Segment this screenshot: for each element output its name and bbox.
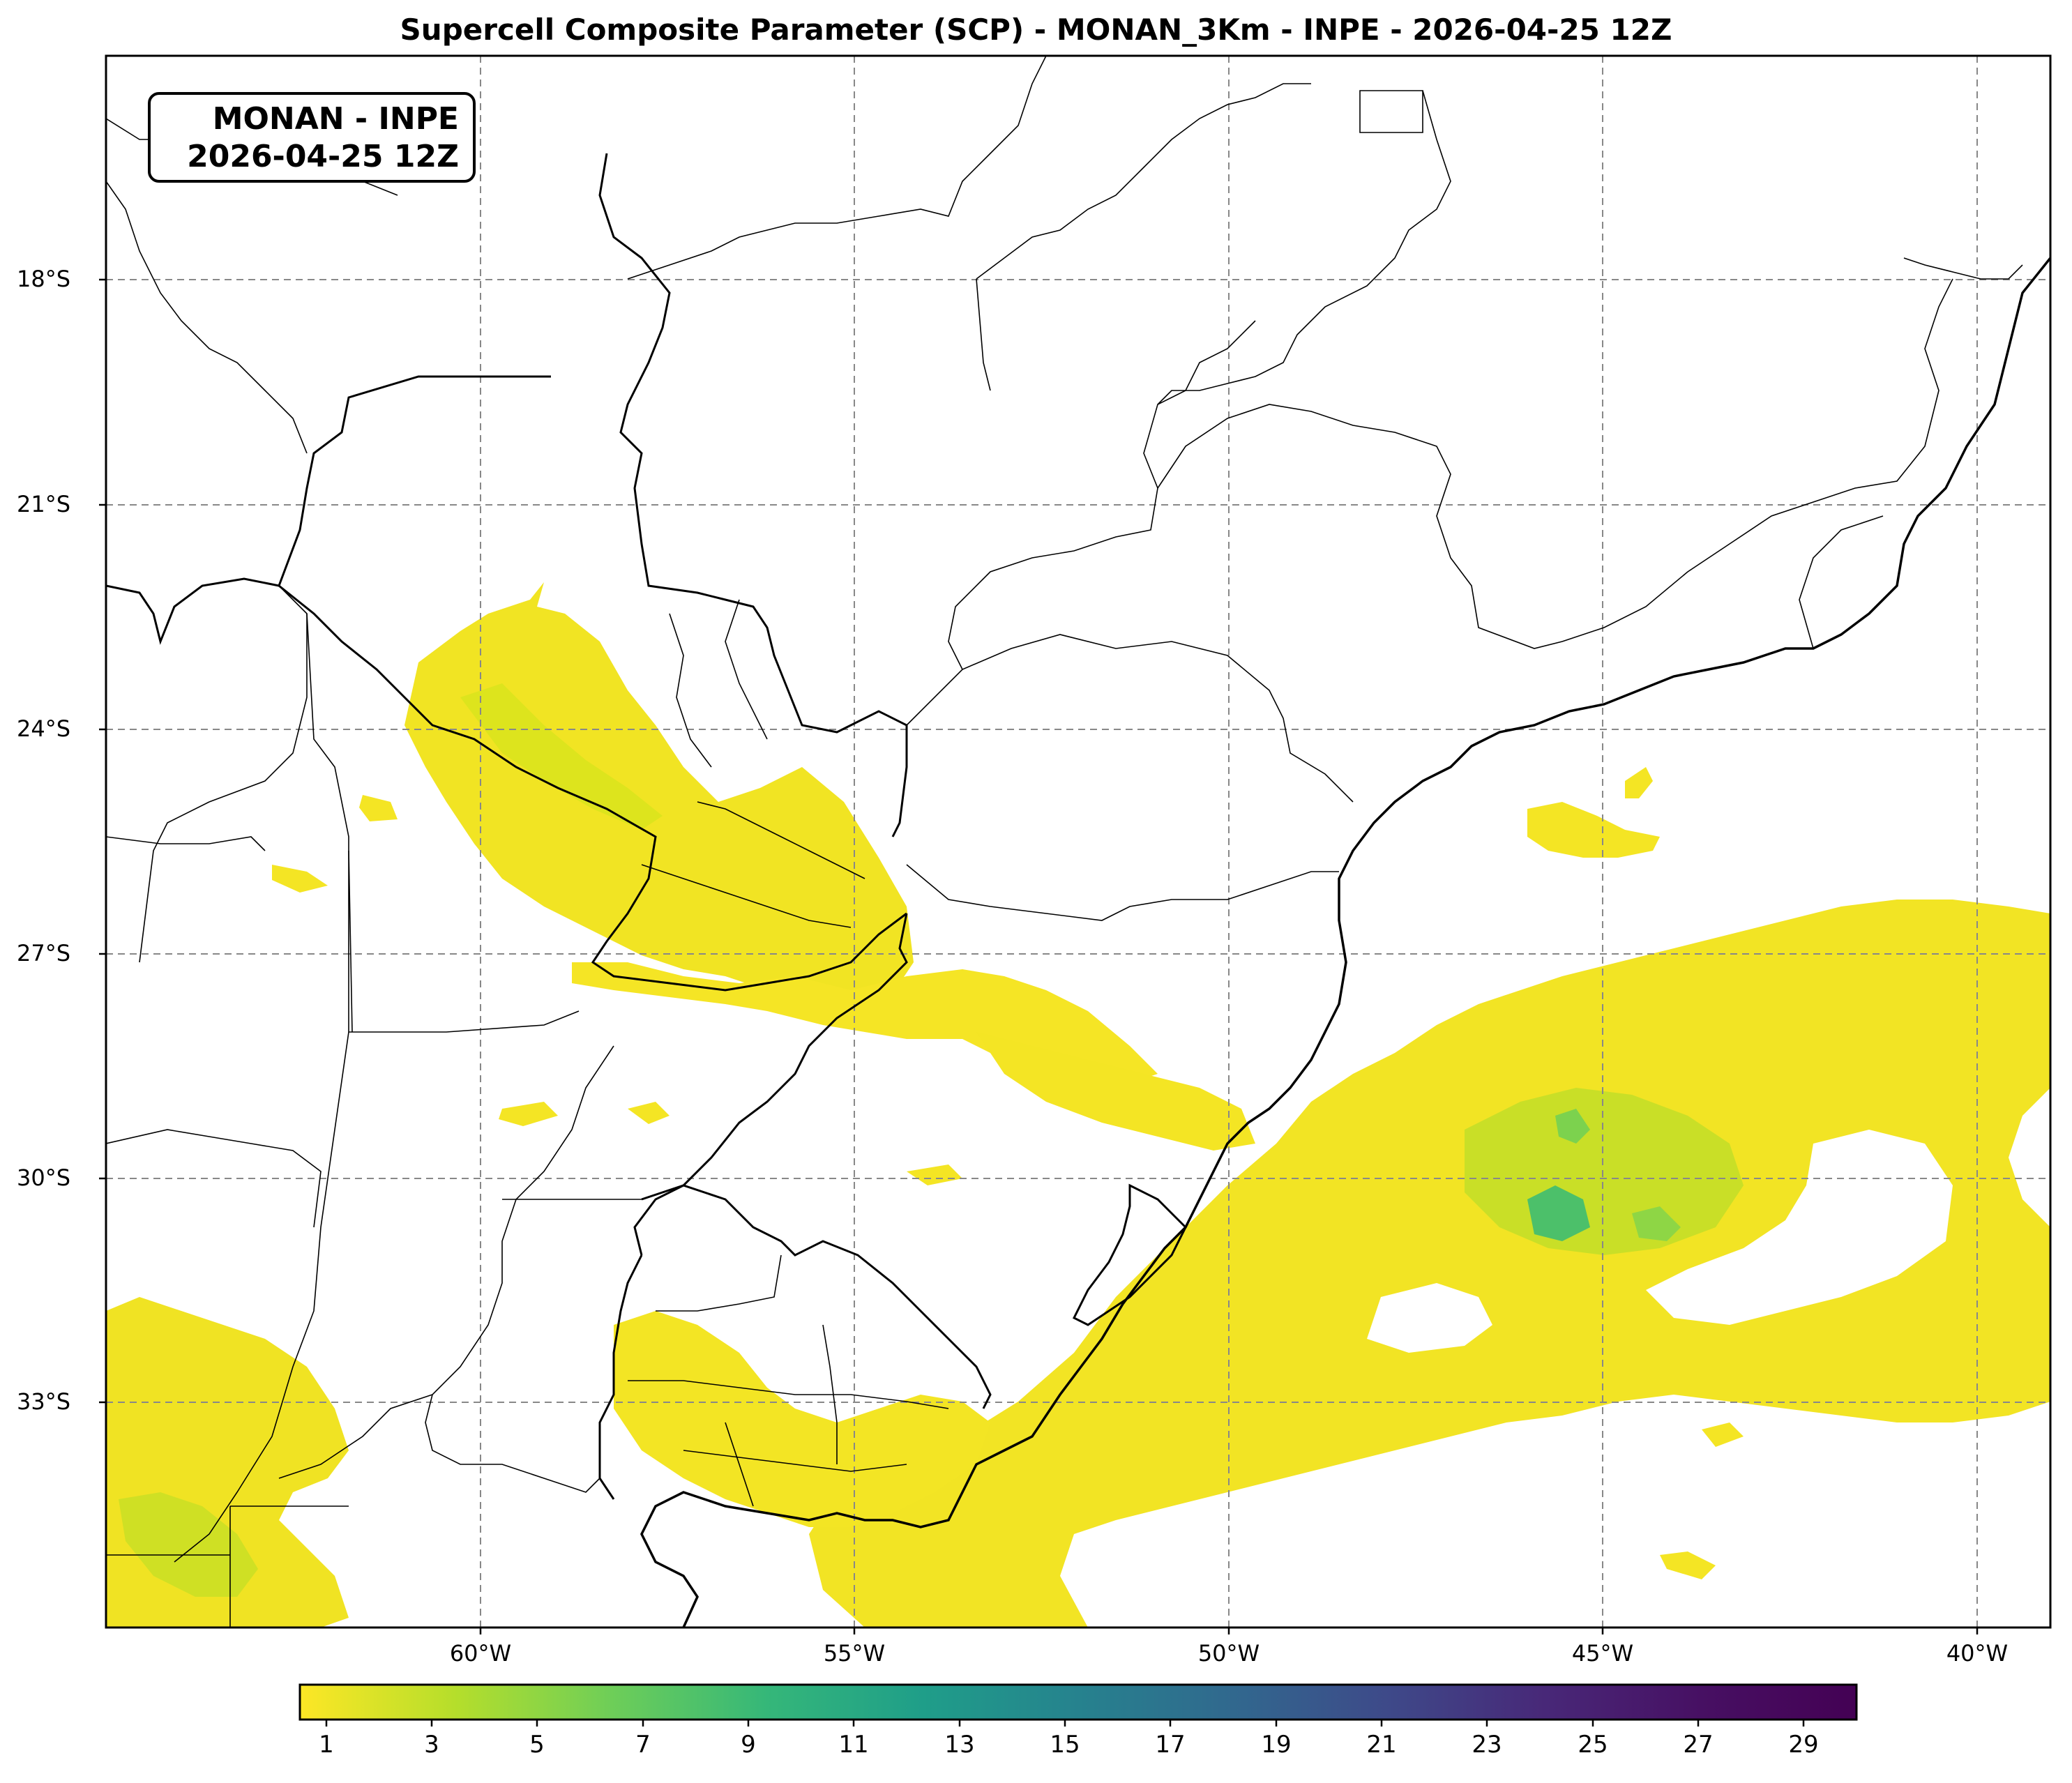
state-border-18 — [106, 1129, 322, 1228]
state-border-22 — [425, 1045, 614, 1493]
state-border-6 — [1561, 278, 1953, 642]
state-border-15 — [106, 836, 266, 851]
scp-region-uruguay — [614, 1311, 990, 1527]
scp-patch-7 — [907, 1164, 962, 1185]
state-border-14 — [174, 613, 349, 1563]
scp-region-rs-north — [976, 1032, 1255, 1151]
colorbar — [298, 1683, 1858, 1721]
scp-patch-6 — [1660, 1551, 1716, 1579]
state-border-7 — [976, 83, 1311, 280]
colorbar-tick-label: 3 — [424, 1731, 439, 1759]
coastline — [640, 257, 2050, 1628]
state-border-25 — [697, 801, 865, 879]
state-border-23 — [278, 1394, 433, 1479]
state-border-34 — [106, 181, 308, 454]
lagoa-dos-patos — [1072, 1183, 1187, 1326]
state-border-9 — [976, 278, 991, 391]
state-border-28 — [641, 864, 852, 928]
state-border-31 — [725, 1422, 754, 1507]
scp-patch-3 — [499, 1102, 558, 1126]
colorbar-tick-label: 29 — [1788, 1731, 1819, 1759]
state-border-3 — [948, 320, 1256, 670]
scp-patch-2 — [359, 795, 398, 821]
lat-tick-label: 24°S — [17, 715, 71, 742]
state-border-27 — [725, 599, 768, 740]
lon-tick-label: 60°W — [449, 1640, 512, 1667]
state-border-1 — [906, 634, 1354, 803]
scp-region-ocean-peak — [1527, 1185, 1590, 1241]
scp-patch-1 — [272, 865, 328, 893]
state-border-29 — [656, 1254, 782, 1312]
scp-region-sc-offshore2 — [1625, 767, 1653, 798]
scp-region-ocean-gap2 — [1367, 1283, 1492, 1353]
info-box: MONAN - INPE 2026-04-25 12Z — [148, 92, 476, 183]
scp-patch-4 — [628, 1102, 670, 1124]
lon-tick-label: 45°W — [1571, 1640, 1634, 1667]
colorbar-tick-label: 13 — [944, 1731, 975, 1759]
lon-tick-label: 50°W — [1197, 1640, 1260, 1667]
state-border-5 — [1157, 404, 1563, 649]
lon-tick-label: 55°W — [823, 1640, 886, 1667]
border-brazil-bolivia — [598, 153, 908, 837]
info-box-model: MONAN - INPE — [212, 101, 459, 137]
state-border-17 — [348, 850, 353, 1033]
lon-tick-label: 40°W — [1946, 1640, 2009, 1667]
scp-region-sc-offshore — [1527, 802, 1660, 858]
state-border-13 — [139, 585, 308, 963]
lat-tick-label: 33°S — [17, 1388, 71, 1415]
info-box-date: 2026-04-25 12Z — [187, 139, 459, 174]
lat-tick-label: 27°S — [17, 940, 71, 966]
colorbar-tick-label: 21 — [1366, 1731, 1397, 1759]
colorbar-tick-label: 23 — [1472, 1731, 1502, 1759]
colorbar-ticks — [325, 1720, 1805, 1727]
scp-patch-5 — [1702, 1422, 1744, 1447]
state-border-4 — [1157, 90, 1451, 405]
scp-region-ocean-peak3 — [1632, 1206, 1681, 1241]
axis-ticks — [99, 278, 1979, 1634]
state-border-2 — [906, 864, 1339, 921]
colorbar-tick-label: 7 — [635, 1731, 651, 1759]
scp-field — [106, 582, 2050, 1628]
colorbar-tick-label: 17 — [1155, 1731, 1186, 1759]
colorbar-tick-label: 27 — [1683, 1731, 1714, 1759]
state-border-30 — [628, 1380, 949, 1409]
chart-title: Supercell Composite Parameter (SCP) - MO… — [400, 13, 1672, 47]
boundaries — [106, 56, 2050, 1628]
scp-region-ocean-main — [809, 900, 2050, 1628]
border-uruguay-argentina — [598, 1254, 643, 1500]
colorbar-tick-label: 19 — [1261, 1731, 1292, 1759]
state-border-11 — [1903, 257, 2023, 280]
lat-tick-label: 30°S — [17, 1164, 71, 1191]
colorbar-tick-label: 15 — [1050, 1731, 1080, 1759]
colorbar-tick-label: 5 — [529, 1731, 545, 1759]
scp-region-paraguay — [404, 582, 914, 1025]
scp-region-paraguay-core — [460, 683, 663, 830]
state-border-33 — [683, 1450, 907, 1472]
scp-region-argentina-core — [119, 1492, 258, 1597]
colorbar-tick-label: 9 — [741, 1731, 756, 1759]
colorbar-tick-label: 11 — [838, 1731, 869, 1759]
lat-tick-label: 18°S — [17, 266, 71, 292]
border-paraguay-bolivia — [278, 375, 907, 992]
state-border-26 — [669, 613, 712, 768]
border-uruguay-brazil — [641, 1184, 992, 1409]
scp-region-ocean-peak2 — [1555, 1109, 1590, 1144]
colorbar-tick-label: 1 — [319, 1731, 334, 1759]
state-border-32 — [822, 1324, 838, 1464]
state-border-10 — [1359, 90, 1423, 133]
lat-tick-label: 21°S — [17, 491, 71, 517]
colorbar-tick-label: 25 — [1578, 1731, 1608, 1759]
state-border-12 — [1799, 515, 1884, 649]
state-border-8 — [627, 56, 1047, 280]
state-border-16 — [349, 1010, 580, 1033]
border-rs-argentina — [633, 913, 908, 1256]
border-argentina-paraguay-west — [106, 577, 280, 645]
map-frame — [105, 54, 2052, 1629]
